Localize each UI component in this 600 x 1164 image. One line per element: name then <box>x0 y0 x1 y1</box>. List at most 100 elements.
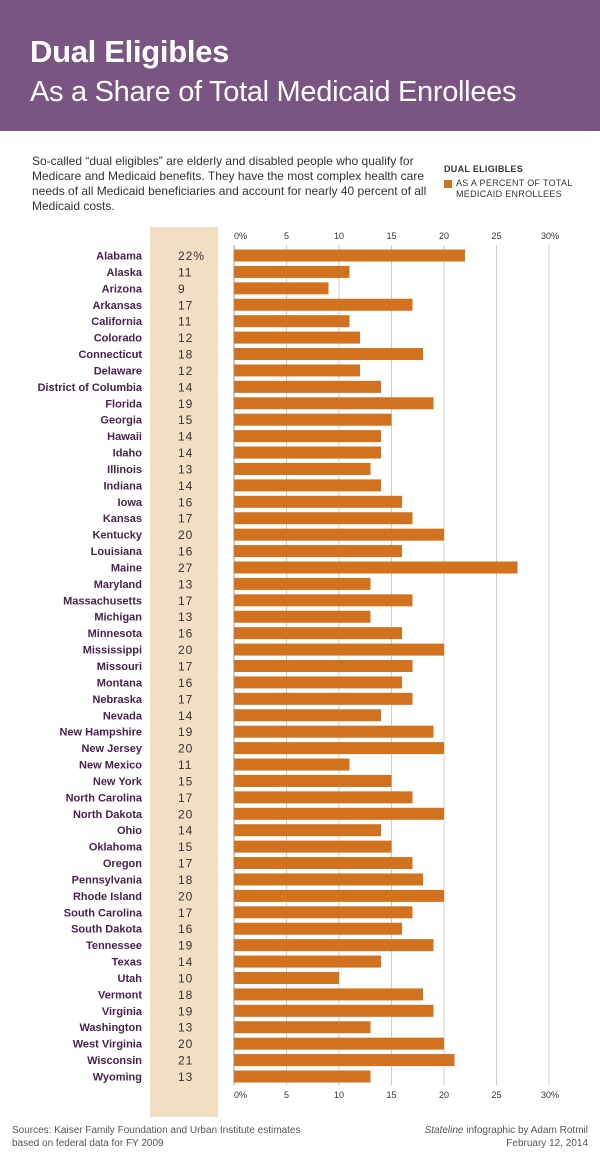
value-label: 14 <box>178 446 193 460</box>
value-label: 10 <box>178 971 193 985</box>
state-label: Delaware <box>94 365 142 377</box>
value-label: 17 <box>178 512 193 526</box>
state-label: Washington <box>79 1022 142 1034</box>
bar <box>234 643 444 656</box>
credit-text: infographic by Adam Rotmil <box>463 1125 588 1136</box>
x-tick-label-bottom: 10 <box>334 1090 344 1100</box>
state-label: Rhode Island <box>73 891 142 903</box>
state-label: Maine <box>111 562 142 574</box>
bar <box>234 939 434 952</box>
state-label: Massachusetts <box>63 595 142 607</box>
state-label: Nebraska <box>92 694 142 706</box>
state-label: North Carolina <box>66 792 143 804</box>
value-label: 16 <box>178 545 193 559</box>
bar <box>234 857 413 870</box>
state-label: Pennsylvania <box>72 874 143 886</box>
bar <box>234 298 413 311</box>
bar <box>234 742 444 755</box>
state-label: Hawaii <box>107 431 142 443</box>
state-label: Utah <box>118 973 143 985</box>
header-banner: Dual Eligibles As a Share of Total Medic… <box>0 0 600 131</box>
x-tick-label-bottom: 25 <box>491 1090 501 1100</box>
state-label: Nevada <box>103 710 143 722</box>
value-label: 16 <box>178 676 193 690</box>
bar <box>234 397 434 410</box>
bar <box>234 594 413 607</box>
bar <box>234 315 350 328</box>
state-label: Michigan <box>94 612 142 624</box>
state-label: Connecticut <box>78 349 142 361</box>
sources-line-1: Sources: Kaiser Family Foundation and Ur… <box>12 1125 301 1136</box>
state-label: Ohio <box>117 825 142 837</box>
legend-title: DUAL ELIGIBLES <box>444 164 524 174</box>
x-tick-label-bottom: 0% <box>234 1090 247 1100</box>
state-label: Iowa <box>118 497 143 509</box>
bar <box>234 692 413 705</box>
value-label: 15 <box>178 413 193 427</box>
state-label: Kansas <box>103 513 142 525</box>
value-label: 13 <box>178 462 193 476</box>
state-label: Alaska <box>107 267 143 279</box>
value-label: 17 <box>178 906 193 920</box>
state-label: Indiana <box>103 480 142 492</box>
value-label: 19 <box>178 725 193 739</box>
value-label: 16 <box>178 495 193 509</box>
value-label: 19 <box>178 939 193 953</box>
value-label: 19 <box>178 397 193 411</box>
state-label: Mississippi <box>83 645 142 657</box>
value-label: 20 <box>178 1037 193 1051</box>
bar <box>234 479 381 492</box>
value-label: 16 <box>178 922 193 936</box>
bar <box>234 1037 444 1050</box>
state-label: New Mexico <box>79 760 142 772</box>
x-tick-label-top: 20 <box>439 231 449 241</box>
state-label: Wisconsin <box>87 1055 142 1067</box>
value-label: 17 <box>178 594 193 608</box>
bar <box>234 922 402 935</box>
bar <box>234 1004 434 1017</box>
intro-text: So-called “dual eligibles” are elderly a… <box>32 154 427 213</box>
bar <box>234 446 381 459</box>
value-label: 14 <box>178 824 193 838</box>
bar <box>234 824 381 837</box>
value-label: 17 <box>178 791 193 805</box>
bar <box>234 889 444 902</box>
state-label: Alabama <box>96 251 143 263</box>
state-label: Wyoming <box>93 1072 142 1084</box>
value-label: 14 <box>178 709 193 723</box>
value-label: 17 <box>178 857 193 871</box>
value-label: 18 <box>178 873 193 887</box>
bar <box>234 1054 455 1067</box>
bar <box>234 528 444 541</box>
value-label: 13 <box>178 1070 193 1084</box>
value-label: 18 <box>178 988 193 1002</box>
value-label: 27 <box>178 561 193 575</box>
state-label: Tennessee <box>86 940 142 952</box>
value-label: 16 <box>178 627 193 641</box>
bar <box>234 495 402 508</box>
state-label: Texas <box>112 957 142 969</box>
state-label: Montana <box>97 677 143 689</box>
state-label: Vermont <box>98 989 142 1001</box>
value-label: 9 <box>178 282 186 296</box>
bar <box>234 988 423 1001</box>
sources-line-2: based on federal data for FY 2009 <box>12 1138 164 1149</box>
value-label: 13 <box>178 1021 193 1035</box>
state-label: Florida <box>105 398 143 410</box>
value-label: 11 <box>178 265 192 279</box>
value-label: 12 <box>178 331 193 345</box>
bar <box>234 906 413 919</box>
value-label: 19 <box>178 1004 193 1018</box>
value-label: 20 <box>178 807 193 821</box>
bar <box>234 807 444 820</box>
x-tick-label-top: 25 <box>491 231 501 241</box>
state-label: District of Columbia <box>37 382 142 394</box>
value-label: 11 <box>178 758 192 772</box>
value-label: 17 <box>178 298 193 312</box>
bar <box>234 364 360 377</box>
bar <box>234 512 413 525</box>
value-label: 20 <box>178 889 193 903</box>
bar <box>234 561 518 574</box>
bar <box>234 430 381 443</box>
